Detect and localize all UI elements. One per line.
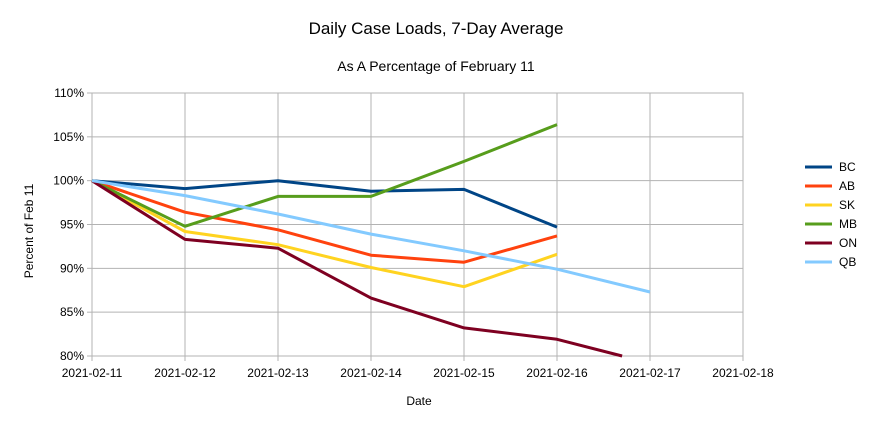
y-axis-label: Percent of Feb 11	[22, 183, 36, 278]
chart-subtitle: As A Percentage of February 11	[337, 58, 535, 74]
series-line-ab	[91, 179, 558, 264]
y-tick-label: 80%	[60, 349, 84, 363]
series-lines	[91, 123, 651, 358]
x-tick-label: 2021-02-16	[526, 366, 588, 380]
y-tick-label: 85%	[60, 305, 84, 319]
y-tick-label: 95%	[60, 218, 84, 232]
y-tick-label: 100%	[53, 174, 84, 188]
series-line-qb	[91, 179, 651, 294]
y-tick-label: 90%	[60, 261, 84, 275]
x-tick-label: 2021-02-18	[712, 366, 774, 380]
series-line-mb	[91, 123, 558, 228]
x-tick-label: 2021-02-13	[247, 366, 309, 380]
gridlines	[91, 92, 744, 357]
series-line-bc	[91, 179, 558, 229]
series-line-on	[91, 179, 623, 358]
x-tick-label: 2021-02-14	[340, 366, 402, 380]
x-axis-label: Date	[406, 394, 432, 408]
legend-label-mb: MB	[839, 217, 857, 231]
x-tick-label: 2021-02-12	[154, 366, 216, 380]
legend-label-on: ON	[839, 236, 857, 250]
legend-label-qb: QB	[839, 255, 856, 269]
chart-title: Daily Case Loads, 7-Day Average	[309, 19, 564, 38]
x-tick-label: 2021-02-17	[619, 366, 681, 380]
x-axis: 2021-02-11 2021-02-12 2021-02-13 2021-02-14…	[62, 356, 774, 380]
legend-label-sk: SK	[839, 198, 855, 212]
legend-label-bc: BC	[839, 160, 856, 174]
legend: BC AB SK MB ON QB	[805, 160, 857, 269]
x-tick-label: 2021-02-11	[62, 366, 123, 380]
legend-label-ab: AB	[839, 179, 855, 193]
y-tick-label: 105%	[53, 130, 84, 144]
y-axis: 80% 85% 90% 95% 100% 105% 110%	[53, 86, 92, 363]
y-tick-label: 110%	[54, 86, 84, 100]
series-line-sk	[91, 179, 558, 289]
x-tick-label: 2021-02-15	[433, 366, 495, 380]
